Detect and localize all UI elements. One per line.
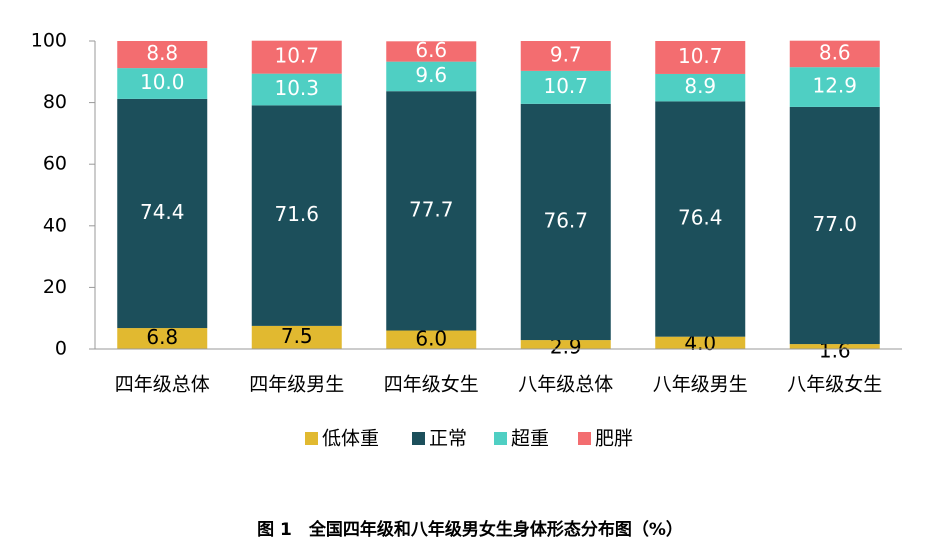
data-label: 8.6 (819, 40, 851, 64)
bar-segment (117, 328, 208, 349)
data-label: 10.3 (274, 76, 319, 100)
y-tick-label: 60 (43, 153, 67, 175)
y-tick-label: 100 (31, 30, 67, 52)
x-tick-label: 八年级男生 (653, 374, 748, 396)
x-tick-label: 八年级女生 (787, 374, 882, 396)
bar-segment (386, 41, 477, 62)
bar-segment (251, 40, 342, 74)
y-tick-label: 40 (43, 214, 67, 236)
data-label: 74.4 (140, 200, 185, 224)
x-tick-label: 四年级女生 (384, 374, 479, 396)
bar-segment (386, 330, 477, 349)
bar-segment (251, 105, 342, 326)
data-label: 77.7 (409, 197, 454, 221)
data-label: 76.7 (543, 208, 588, 232)
bar-segment (117, 68, 208, 99)
data-label: 10.7 (543, 74, 588, 98)
data-label: 9.6 (415, 63, 447, 87)
bar-segment (520, 340, 611, 349)
data-label: 10.7 (274, 44, 319, 68)
bar-segment (386, 91, 477, 331)
bar-segment (655, 73, 746, 102)
data-label: 7.5 (281, 324, 313, 348)
bar-segment (520, 70, 611, 104)
bar-segment (520, 41, 611, 71)
legend-label: 低体重 (322, 428, 379, 450)
data-label: 8.9 (684, 74, 716, 98)
data-label: 10.0 (140, 70, 185, 94)
bar-segment (655, 41, 746, 74)
data-label: 10.7 (678, 44, 723, 68)
y-tick-label: 80 (43, 91, 67, 113)
chart-title: 图 1 全国四年级和八年级男女生身体形态分布图（%） (257, 519, 683, 540)
legend-swatch (578, 432, 591, 445)
legend-label: 肥胖 (595, 428, 633, 450)
data-label: 6.6 (415, 38, 447, 62)
data-label: 12.9 (812, 74, 857, 98)
data-label: 8.8 (146, 41, 178, 65)
x-tick-label: 四年级男生 (249, 374, 344, 396)
y-tick-label: 0 (55, 338, 67, 360)
bar-segment (789, 344, 880, 349)
bar-segment (520, 103, 611, 341)
legend-swatch (494, 432, 507, 445)
bar-segment (386, 61, 477, 92)
bar-segment (117, 41, 208, 69)
x-tick-label: 四年级总体 (115, 374, 210, 396)
data-label: 9.7 (550, 42, 582, 66)
legend-label: 正常 (429, 428, 467, 450)
legend-swatch (305, 432, 318, 445)
legend-swatch (412, 432, 425, 445)
y-tick-label: 20 (43, 276, 67, 298)
bar-segment (655, 336, 746, 349)
legend-label: 超重 (511, 428, 549, 450)
bar-segment (251, 325, 342, 349)
data-label: 6.8 (146, 325, 178, 349)
bar-segment (251, 73, 342, 106)
bar-segment (117, 98, 208, 329)
bar-segment (789, 40, 880, 68)
x-tick-label: 八年级总体 (518, 374, 613, 396)
data-label: 76.4 (678, 206, 723, 230)
bar-segment (655, 101, 746, 337)
bar-segment (789, 67, 880, 107)
bar-segment (789, 106, 880, 345)
data-label: 71.6 (274, 202, 319, 226)
data-label: 77.0 (812, 212, 857, 236)
